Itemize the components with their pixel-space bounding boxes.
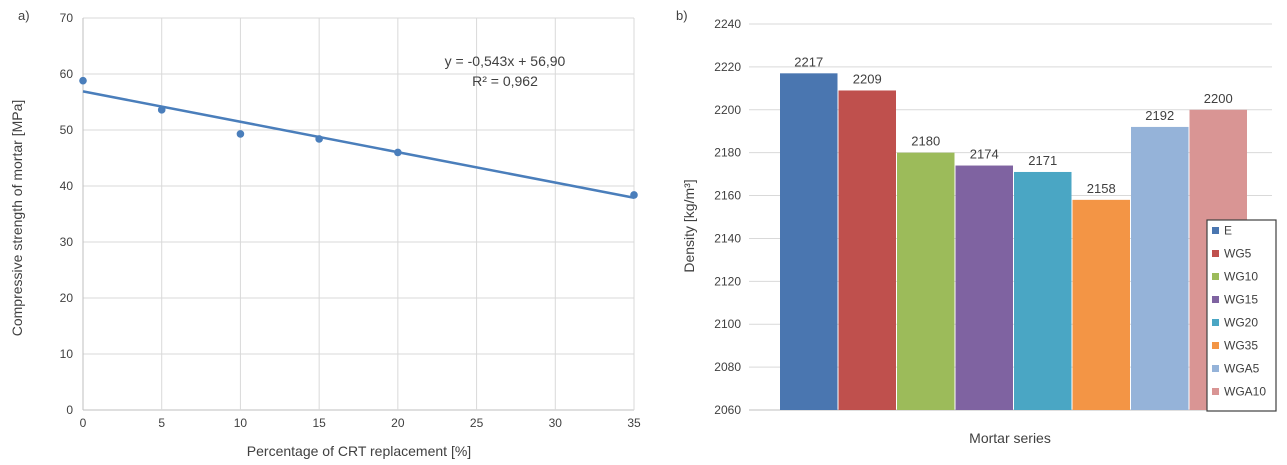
legend-swatch (1212, 342, 1219, 349)
chart-a-points (79, 76, 638, 199)
y-tick-label: 2080 (714, 360, 741, 374)
r-squared-label: R² = 0,962 (472, 73, 538, 89)
legend-swatch (1212, 250, 1219, 257)
bar-e (780, 73, 838, 411)
bar-wg35 (1072, 199, 1130, 410)
x-tick-label: 25 (470, 416, 484, 430)
y-tick-label: 40 (60, 179, 74, 193)
x-axis-label-a: Percentage of CRT replacement [%] (247, 443, 471, 459)
data-label: 2217 (794, 54, 823, 69)
legend-entry: WGA10 (1224, 385, 1266, 399)
legend-entry: WG10 (1224, 270, 1258, 284)
bar-wg5 (838, 90, 896, 410)
legend-entry: WG5 (1224, 247, 1252, 261)
legend-swatch (1212, 319, 1219, 326)
bar-wg20 (1014, 171, 1072, 410)
chart-a-x-ticks: 0 5 10 15 20 25 30 35 (80, 416, 641, 430)
x-tick-label: 0 (80, 416, 87, 430)
data-label: 2174 (970, 147, 999, 162)
y-tick-label: 2220 (714, 60, 741, 74)
y-tick-label: 30 (60, 235, 74, 249)
data-label: 2180 (911, 134, 940, 149)
legend-entry: WGA5 (1224, 362, 1260, 376)
legend-entry: WG35 (1224, 339, 1258, 353)
legend-swatch (1212, 273, 1219, 280)
trendline (82, 90, 635, 200)
x-tick-label: 10 (234, 416, 248, 430)
x-axis-label-b: Mortar series (969, 430, 1051, 446)
data-point (157, 106, 166, 114)
panel-label-a: a) (18, 8, 30, 23)
legend-entry: E (1224, 224, 1232, 238)
y-tick-label: 2200 (714, 103, 741, 117)
y-tick-label: 10 (60, 347, 74, 361)
trendline-equation: y = -0,543x + 56,90 (445, 53, 566, 69)
x-tick-label: 30 (549, 416, 563, 430)
data-label: 2209 (853, 71, 882, 86)
bar-wg15 (955, 165, 1013, 410)
y-tick-label: 2160 (714, 189, 741, 203)
chart-a: a) 0 10 20 30 40 50 60 70 0 5 10 15 20 25 30 35 y = -0… (9, 8, 641, 459)
legend-box (1206, 219, 1277, 412)
data-label: 2158 (1087, 181, 1116, 196)
data-label: 2192 (1145, 108, 1174, 123)
y-tick-label: 2100 (714, 317, 741, 331)
bar-wga5 (1131, 126, 1189, 410)
x-tick-label: 5 (158, 416, 165, 430)
chart-a-grid (82, 17, 635, 411)
chart-b-bars (780, 73, 1247, 411)
panel-label-b: b) (676, 8, 688, 23)
y-tick-label: 2060 (714, 403, 741, 417)
y-tick-label: 2180 (714, 146, 741, 160)
x-tick-label: 15 (312, 416, 326, 430)
data-point (79, 76, 87, 85)
x-tick-label: 35 (627, 416, 641, 430)
data-label: 2200 (1204, 91, 1233, 106)
legend-entry: WG20 (1224, 316, 1258, 330)
legend-swatch (1212, 388, 1219, 395)
data-point (236, 130, 245, 138)
bar-wg10 (897, 152, 955, 410)
y-tick-label: 2240 (714, 17, 741, 31)
y-tick-label: 60 (60, 67, 74, 81)
chart-b-data-labels: 2217 2209 2180 2174 2171 2158 2192 2200 (794, 54, 1232, 196)
y-tick-label: 50 (60, 123, 74, 137)
legend-entry: WG15 (1224, 293, 1258, 307)
chart-b-y-ticks: 2060 2080 2100 2120 2140 2160 2180 2200 2220 2240 (714, 17, 741, 417)
data-label: 2171 (1028, 153, 1057, 168)
legend-swatch (1212, 365, 1219, 372)
x-tick-label: 20 (391, 416, 405, 430)
data-point (315, 135, 323, 143)
y-tick-label: 0 (66, 403, 73, 417)
y-tick-label: 2140 (714, 231, 741, 245)
legend: E WG5 WG10 WG15 WG20 WG35 WGA5 WGA10 (1206, 219, 1277, 412)
chart-b: b) 2060208021002120214021602180220022202… (676, 8, 1277, 446)
chart-a-y-ticks: 0 10 20 30 40 50 60 70 (60, 11, 74, 417)
data-point (394, 148, 402, 157)
data-point (630, 191, 638, 199)
legend-swatch (1212, 227, 1219, 234)
y-tick-label: 70 (60, 11, 74, 25)
y-tick-label: 2120 (714, 274, 741, 288)
legend-swatch (1212, 296, 1219, 303)
y-axis-label-b: Density [kg/m³] (681, 179, 697, 272)
y-axis-label-a: Compressive strength of mortar [MPa] (9, 100, 25, 337)
y-tick-label: 20 (60, 291, 74, 305)
